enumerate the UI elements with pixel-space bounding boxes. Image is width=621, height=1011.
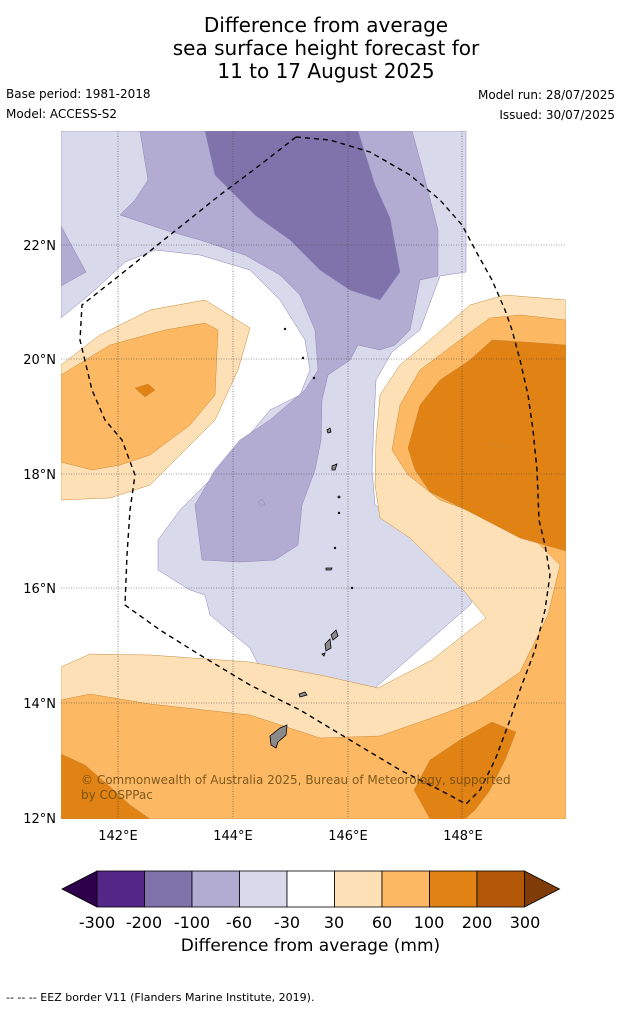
cb-label-p100: 100 <box>414 913 445 932</box>
contour-p100-small <box>134 383 156 398</box>
colorbar-title: Difference from average (mm) <box>180 936 441 956</box>
colorbar-labels: -300 -200 -100 -60 -30 30 60 100 200 300 <box>79 913 540 932</box>
cb-label-m200: -200 <box>126 913 162 932</box>
lat-label-16: 16°N <box>23 582 56 597</box>
island-dot-1 <box>337 495 341 499</box>
contour-p100-east <box>407 339 566 552</box>
model-run-text: Model run: 28/07/2025 <box>477 88 615 102</box>
cb-label-p30: 30 <box>324 913 344 932</box>
model-text: Model: ACCESS-S2 <box>6 107 118 121</box>
eez-border <box>79 136 551 805</box>
colorbar-extend-high <box>524 870 561 908</box>
cb-label-m100: -100 <box>174 913 210 932</box>
colorbar-segment-m100-m60 <box>191 870 240 908</box>
lat-label-22: 22°N <box>23 239 56 254</box>
island-dot-3 <box>333 546 337 550</box>
island-dot-4 <box>312 376 316 380</box>
lat-label-14: 14°N <box>23 697 56 712</box>
cb-label-m300: -300 <box>79 913 115 932</box>
title-line-2: sea surface height forecast for <box>172 36 480 60</box>
copyright-line-1: © Commonwealth of Australia 2025, Bureau… <box>81 773 511 787</box>
contour-p60-west <box>61 322 219 471</box>
cb-label-p300: 300 <box>510 913 541 932</box>
island-anatahan <box>325 567 333 571</box>
contour-fields: © Commonwealth of Australia 2025, Bureau… <box>61 131 566 819</box>
colorbar-segment-m30-p30 <box>286 870 335 908</box>
lat-label-18: 18°N <box>23 468 56 483</box>
title-line-1: Difference from average <box>203 13 449 37</box>
islands <box>269 327 354 749</box>
colorbar-segment-m300-m200 <box>96 870 145 908</box>
contour-p100-blob <box>489 441 507 448</box>
colorbar-segments <box>61 870 561 908</box>
island-rota <box>298 691 308 698</box>
colorbar: -300 -200 -100 -60 -30 30 60 100 200 300 <box>61 870 561 932</box>
lon-label-146: 146°E <box>328 829 368 844</box>
lon-label-142: 142°E <box>98 829 138 844</box>
lat-label-12: 12°N <box>23 812 56 827</box>
contour-m60-blob <box>257 498 266 507</box>
longitude-labels: 142°E 144°E 146°E 148°E <box>98 829 483 844</box>
eez-legend-note: -- -- -- EEZ border V11 (Flanders Marine… <box>6 991 315 1004</box>
colorbar-extend-low <box>61 870 98 908</box>
contour-m60-west <box>61 225 87 287</box>
contour-m100 <box>204 131 401 301</box>
island-agrihan <box>326 427 332 434</box>
contour-p100-southwest <box>61 753 151 819</box>
island-saipan-tinian <box>324 629 339 652</box>
lat-label-20: 20°N <box>23 353 56 368</box>
map-title: Difference from average sea surface heig… <box>0 14 621 83</box>
island-pagan <box>331 463 338 471</box>
island-dot-6 <box>283 327 287 331</box>
colorbar-segment-m200-m100 <box>144 870 193 908</box>
island-dot-5 <box>301 356 305 360</box>
latitude-labels: 22°N 20°N 18°N 16°N 14°N 12°N <box>23 239 56 827</box>
colorbar-segment-p30-p60 <box>334 870 383 908</box>
cb-label-m60: -60 <box>226 913 252 932</box>
island-guam <box>269 724 288 749</box>
cb-label-p200: 200 <box>462 913 493 932</box>
colorbar-segment-p100-p200 <box>429 870 478 908</box>
gridlines <box>61 131 566 819</box>
base-period-text: Base period: 1981-2018 <box>6 87 151 101</box>
sea-surface-height-map: © Commonwealth of Australia 2025, Bureau… <box>23 131 566 844</box>
colorbar-segment-p60-p100 <box>381 870 430 908</box>
lon-label-144: 144°E <box>213 829 253 844</box>
colorbar-segment-p200-p300 <box>476 870 525 908</box>
island-dot-2 <box>337 511 341 515</box>
lon-label-148: 148°E <box>443 829 483 844</box>
contour-p100-southeast <box>413 721 517 819</box>
issued-text: Issued: 30/07/2025 <box>499 108 615 122</box>
cb-label-m30: -30 <box>274 913 300 932</box>
cb-label-p60: 60 <box>372 913 392 932</box>
title-line-3: 11 to 17 August 2025 <box>217 59 435 83</box>
island-small-1 <box>321 652 326 657</box>
colorbar-segment-m60-m30 <box>239 870 288 908</box>
copyright-line-2: by COSPPac <box>81 788 153 802</box>
